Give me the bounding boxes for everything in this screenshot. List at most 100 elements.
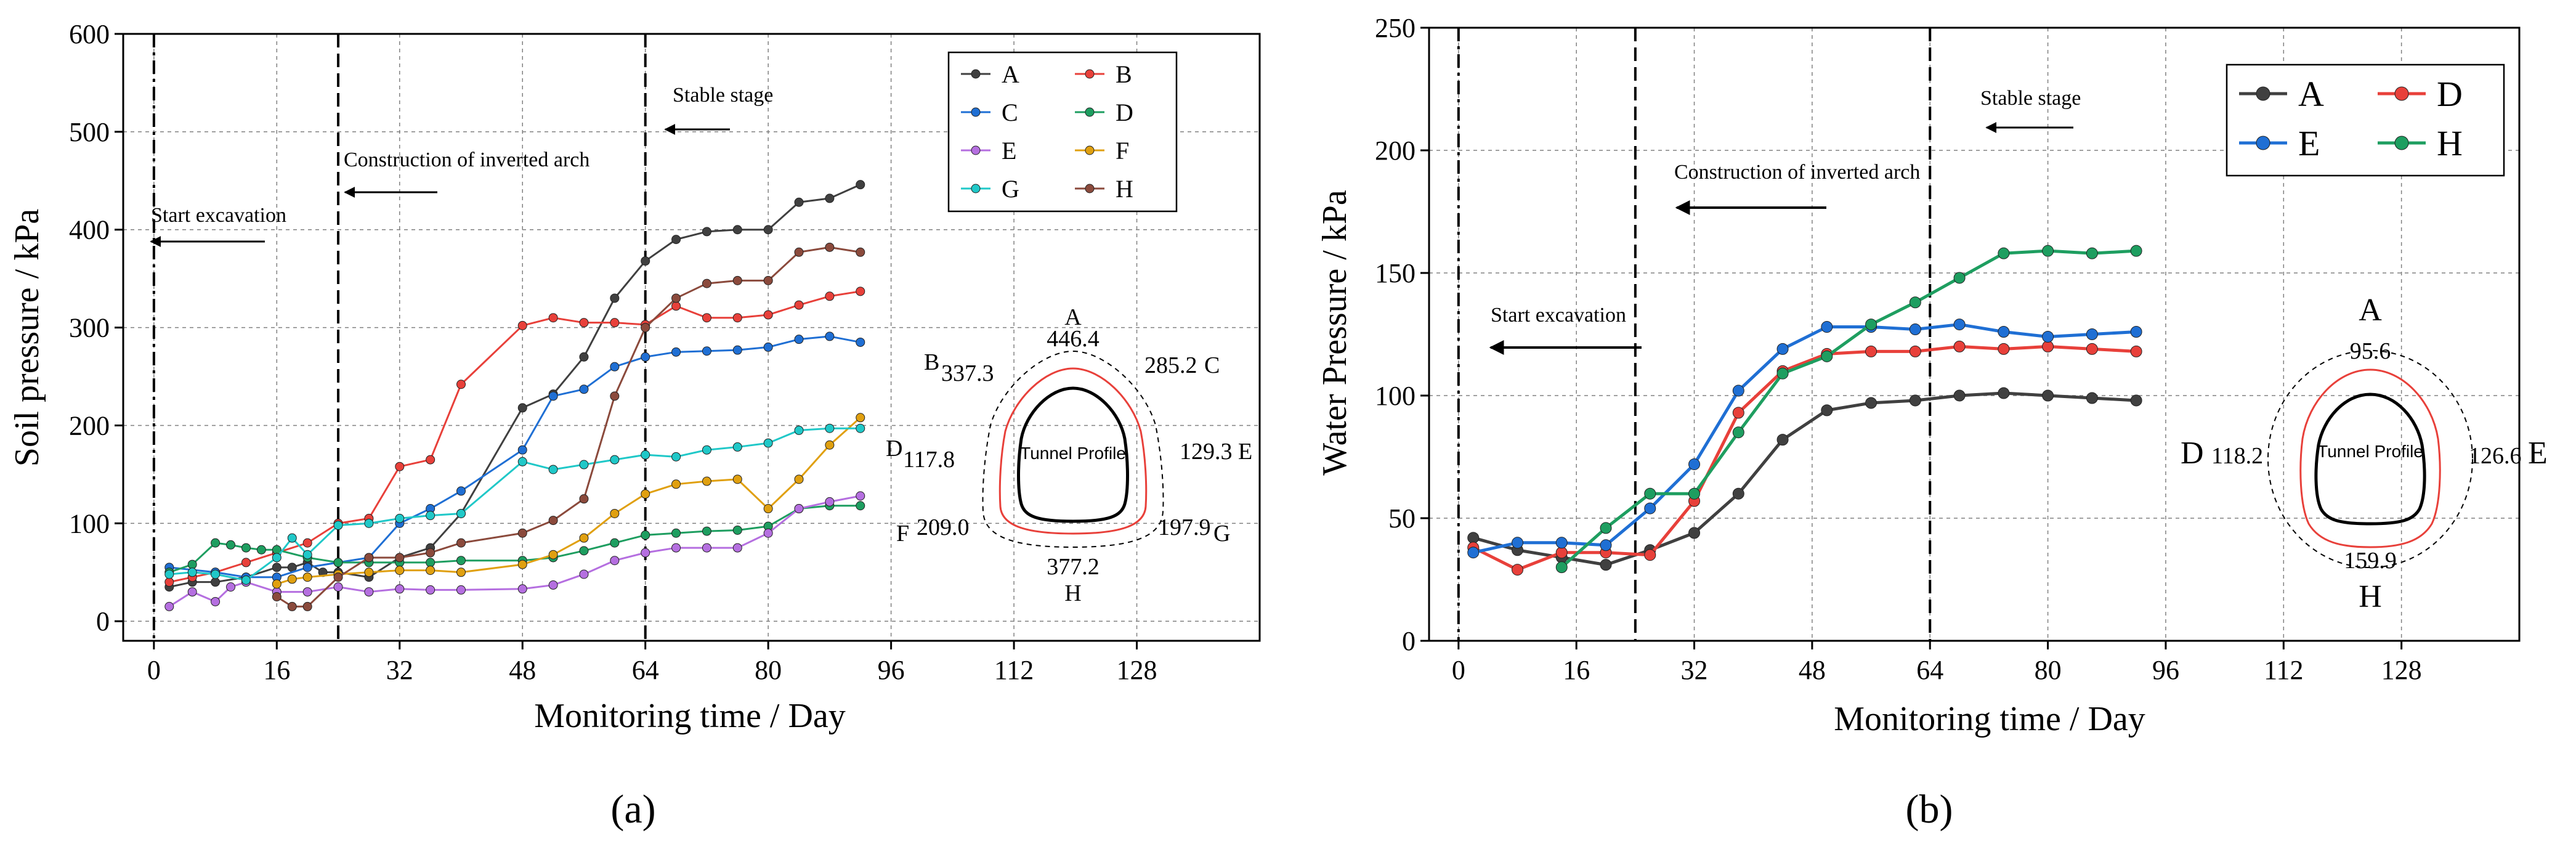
data-point	[164, 601, 174, 611]
data-point	[2086, 247, 2098, 259]
data-point	[1953, 272, 1966, 284]
data-point	[2130, 345, 2142, 357]
legend-label: C	[1002, 99, 1018, 126]
data-point	[226, 582, 236, 592]
annotation-start-excavation: Start excavation	[1491, 304, 1626, 327]
data-point	[641, 489, 650, 499]
series-c	[164, 331, 865, 582]
data-point	[794, 300, 804, 310]
legend-label: D	[1116, 99, 1133, 126]
x-tick-label: 128	[2381, 655, 2422, 685]
series-line	[1473, 391, 2137, 567]
data-point	[1821, 350, 1833, 362]
legend-item-d: D	[2378, 74, 2463, 114]
series-line	[1560, 249, 2137, 569]
y-tick-label: 0	[1402, 626, 1416, 656]
profile-value-d: 118.2	[2211, 443, 2263, 469]
x-tick-label: 112	[2264, 655, 2303, 685]
data-point	[702, 476, 711, 486]
data-point	[1998, 326, 2010, 338]
data-point	[164, 577, 174, 587]
data-point	[333, 558, 343, 567]
profile-value-a: 95.6	[2350, 338, 2391, 364]
legend-swatch-marker	[2394, 86, 2409, 101]
data-point	[517, 559, 527, 569]
data-point	[610, 538, 620, 548]
data-point	[671, 528, 681, 538]
x-tick-label: 0	[147, 655, 161, 685]
data-point	[702, 313, 711, 323]
legend-item-c: C	[961, 99, 1018, 126]
data-point	[610, 293, 620, 303]
data-point	[1555, 537, 1568, 549]
x-tick-label: 128	[1117, 655, 1157, 685]
axis-ticks	[1420, 26, 2403, 649]
x-tick-label: 32	[1681, 655, 1708, 685]
x-tick-label: 64	[632, 655, 659, 685]
data-point	[364, 518, 374, 528]
legend-box	[2226, 63, 2505, 177]
data-point	[671, 301, 681, 311]
data-point	[548, 391, 558, 401]
data-point	[364, 553, 374, 563]
data-point	[548, 580, 558, 590]
data-point	[456, 556, 466, 566]
legend-swatch-marker	[1085, 184, 1095, 193]
data-point	[226, 540, 236, 550]
data-point	[825, 440, 835, 450]
data-point	[579, 533, 589, 543]
data-point	[517, 457, 527, 466]
data-point	[364, 567, 374, 577]
data-point	[1909, 345, 1921, 357]
legend-swatch-marker	[1085, 69, 1095, 79]
data-point	[2086, 392, 2098, 404]
data-point	[2086, 343, 2098, 355]
legend-label: A	[2298, 74, 2324, 114]
profile-letter-d: D	[2181, 436, 2204, 471]
data-point	[548, 465, 558, 474]
data-point	[1776, 343, 1789, 355]
x-tick-labels: 0 16 32 48 64 80 96 112 128	[1452, 655, 2422, 685]
data-point	[426, 548, 435, 558]
profile-value-e: 129.3	[1180, 439, 1233, 465]
profile-letter-h: H	[2359, 579, 2382, 614]
data-point	[1555, 547, 1568, 559]
data-point	[548, 516, 558, 526]
profile-value-a: 446.4	[1047, 326, 1100, 352]
data-point	[426, 558, 435, 567]
pressure-envelope-red	[2299, 368, 2441, 548]
legend-item-e: E	[2239, 123, 2320, 163]
data-point	[763, 504, 773, 514]
legend-item-d: D	[1075, 99, 1133, 126]
data-point	[302, 563, 312, 572]
data-point	[671, 543, 681, 553]
y-tick-label: 150	[1375, 258, 1416, 288]
series-a	[1467, 387, 2142, 571]
profile-letter-a: A	[1064, 304, 1082, 330]
data-point	[763, 275, 773, 285]
data-point	[732, 275, 742, 285]
data-point	[241, 543, 251, 553]
data-point	[1600, 559, 1612, 571]
profile-value-e: 126.6	[2469, 443, 2522, 469]
data-point	[794, 474, 804, 484]
legend-item-e: E	[961, 137, 1016, 165]
legend-item-g: G	[961, 175, 1019, 203]
profile-value-h: 377.2	[1047, 554, 1100, 580]
annotation-start-excavation: Start excavation	[151, 204, 286, 227]
profile-letter-b: B	[924, 349, 939, 375]
data-point	[1644, 502, 1656, 514]
data-point	[302, 550, 312, 559]
profile-value-b: 337.3	[941, 360, 994, 386]
data-point	[187, 567, 197, 577]
data-point	[211, 569, 221, 579]
profile-letter-c: C	[1204, 352, 1220, 378]
data-point	[456, 486, 466, 496]
data-point	[794, 335, 804, 344]
legend-swatch-marker	[971, 184, 981, 193]
series-e	[164, 491, 865, 611]
data-point	[610, 455, 620, 465]
series-d	[1467, 340, 2142, 576]
data-point	[1865, 319, 1877, 331]
